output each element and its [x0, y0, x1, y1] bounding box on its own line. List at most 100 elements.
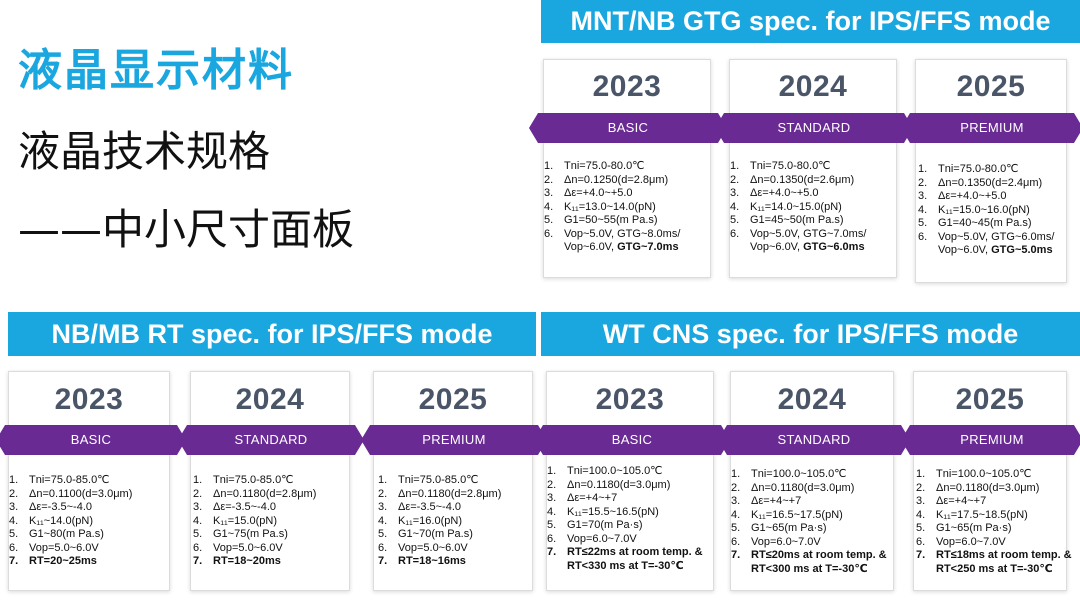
spec-item: 3. Δε=-3.5~-4.0	[9, 501, 93, 513]
tier-ribbon: STANDARD	[178, 425, 364, 455]
tier-ribbon: PREMIUM	[901, 425, 1080, 455]
spec-item: 1. Tni=100.0~105.0℃	[547, 465, 663, 477]
spec-item: 4. K₁₁=16.5~17.5(pN)	[731, 508, 843, 521]
spec-item: 6. Vop=5.0~6.0V	[193, 541, 283, 554]
spec-item: 7. RT≤20ms at room temp. &	[731, 549, 887, 561]
spec-list: 1. Tni=75.0-80.0℃ 2. Δn=0.1350(d=2.6μm) 3.…	[730, 160, 866, 255]
page-subtitle-2: ——中小尺寸面板	[18, 205, 355, 254]
spec-panel-mnt-2025: 2025 PREMIUM 1. Tni=75.0-80.0℃ 2. Δn=0.135…	[901, 59, 1080, 283]
spec-panel-nb-2024: 2024 STANDARD 1. Tni=75.0-85.0℃ 2. Δn=0.11…	[178, 371, 364, 591]
spec-item: 6. Vop=6.0~7.0V	[731, 535, 821, 548]
spec-item-continued: Vop~6.0V, GTG~6.0ms	[750, 241, 865, 253]
spec-list: 1. Tni=75.0-85.0℃ 2. Δn=0.1100(d=3.0μm) 3.…	[9, 474, 132, 569]
section-title-wt: WT CNS spec. for IPS/FFS mode	[602, 319, 1019, 349]
spec-item: 5. G1~65(m Pa·s)	[916, 522, 1012, 534]
spec-item: 1. Tni=75.0-85.0℃	[193, 474, 294, 486]
spec-item: 4. K₁₁=14.0~15.0(pN)	[730, 200, 842, 213]
spec-item: 4. K₁₁=15.0~16.0(pN)	[918, 203, 1030, 216]
spec-item: 6. Vop=6.0~7.0V	[547, 532, 637, 545]
spec-item: 4. K₁₁=16.0(pN)	[378, 514, 462, 527]
spec-list: 1. Tni=100.0~105.0℃ 2. Δn=0.1180(d=3.0μm) …	[731, 468, 887, 576]
spec-item: 6. Vop~5.0V, GTG~6.0ms/	[918, 230, 1055, 243]
year-label: 2024	[235, 383, 305, 416]
spec-list: 1. Tni=75.0-80.0℃ 2. Δn=0.1350(d=2.4μm) 3.…	[918, 163, 1054, 258]
spec-item-continued: Vop~6.0V, GTG~7.0ms	[564, 241, 679, 253]
tier-ribbon: PREMIUM	[901, 113, 1080, 143]
spec-item: 2. Δn=0.1180(d=3.0μm)	[731, 481, 855, 494]
spec-panel-wt-2024: 2024 STANDARD 1. Tni=100.0~105.0℃ 2. Δn=0.…	[718, 371, 910, 591]
spec-panel-nb-2023: 2023 BASIC 1. Tni=75.0-85.0℃ 2. Δn=0.1100(…	[0, 371, 186, 591]
spec-list: 1. Tni=75.0-80.0℃ 2. Δn=0.1250(d=2.8μm) 3.…	[544, 160, 680, 255]
tier-ribbon: BASIC	[534, 425, 730, 455]
spec-item: 7. RT=20~25ms	[9, 555, 97, 567]
spec-item: 6. Vop=5.0~6.0V	[378, 541, 468, 554]
spec-item: 2. Δn=0.1180(d=2.8μm)	[193, 487, 317, 500]
year-label: 2023	[592, 70, 662, 103]
spec-item: 2. Δn=0.1350(d=2.4μm)	[918, 176, 1043, 189]
spec-item-continued: RT<250 ms at T=-30℃	[936, 562, 1053, 575]
spec-item: 4. K₁₁~14.0(pN)	[9, 514, 93, 527]
section-banner-mnt: MNT/NB GTG spec. for IPS/FFS mode	[541, 0, 1080, 43]
section-title-nb: NB/MB RT spec. for IPS/FFS mode	[51, 319, 493, 349]
spec-item: 5. G1=45~50(m Pa.s)	[730, 214, 844, 226]
year-label: 2025	[955, 383, 1025, 416]
spec-item: 4. K₁₁=15.5~16.5(pN)	[547, 505, 659, 518]
spec-item: 7. RT≤18ms at room temp. &	[916, 549, 1072, 561]
spec-panel-mnt-2023: 2023 BASIC 1. Tni=75.0-80.0℃ 2. Δn=0.1250(…	[529, 59, 727, 278]
spec-item: 3. Δε=+4~+7	[547, 492, 618, 504]
spec-item: 4. K₁₁=17.5~18.5(pN)	[916, 508, 1028, 521]
spec-item: 1. Tni=100.0~105.0℃	[916, 468, 1032, 480]
spec-item: 7. RT≤22ms at room temp. &	[547, 546, 703, 558]
spec-item: 5. G1~75(m Pa.s)	[193, 528, 288, 540]
spec-item: 3. Δε=+4~+7	[916, 495, 987, 507]
spec-list: 1. Tni=75.0-85.0℃ 2. Δn=0.1180(d=2.8μm) 3.…	[193, 474, 316, 569]
spec-item: 2. Δn=0.1180(d=3.0μm)	[916, 481, 1040, 494]
spec-item: 5. G1~70(m Pa.s)	[378, 528, 473, 540]
page-subtitle: 液晶技术规格	[18, 127, 271, 176]
spec-item: 5. G1~80(m Pa.s)	[9, 528, 104, 540]
spec-item: 3. Δε=-3.5~-4.0	[193, 501, 277, 513]
spec-item: 4. K₁₁=15.0(pN)	[193, 514, 277, 527]
spec-item: 5. G1=40~45(m Pa.s)	[918, 217, 1032, 229]
spec-item: 5. G1=70(m Pa·s)	[547, 519, 643, 531]
spec-item: 5. G1~65(m Pa·s)	[731, 522, 827, 534]
spec-item: 2. Δn=0.1350(d=2.6μm)	[730, 173, 855, 186]
spec-list: 1. Tni=100.0~105.0℃ 2. Δn=0.1180(d=3.0μm) …	[547, 465, 703, 573]
spec-list: 1. Tni=100.0~105.0℃ 2. Δn=0.1180(d=3.0μm) …	[916, 468, 1072, 576]
tier-ribbon: STANDARD	[718, 425, 910, 455]
spec-item: 4. K₁₁=13.0~14.0(pN)	[544, 200, 656, 213]
spec-item-continued: RT<300 ms at T=-30℃	[751, 562, 868, 575]
tier-ribbon: BASIC	[529, 113, 727, 143]
spec-panel-mnt-2024: 2024 STANDARD 1. Tni=75.0-80.0℃ 2. Δn=0.13…	[715, 59, 913, 278]
spec-item: 2. Δn=0.1180(d=3.0μm)	[547, 478, 671, 491]
spec-item: 1. Tni=75.0-85.0℃	[378, 474, 479, 486]
section-title-mnt: MNT/NB GTG spec. for IPS/FFS mode	[570, 6, 1051, 36]
spec-item-continued: Vop~6.0V, GTG~5.0ms	[938, 244, 1053, 256]
spec-item: 3. Δε=-3.5~-4.0	[378, 501, 462, 513]
year-label: 2025	[418, 383, 488, 416]
spec-item: 1. Tni=75.0-85.0℃	[9, 474, 110, 486]
tier-ribbon: STANDARD	[715, 113, 913, 143]
spec-item: 2. Δn=0.1100(d=3.0μm)	[9, 487, 133, 500]
spec-item: 6. Vop~5.0V, GTG~7.0ms/	[730, 227, 867, 240]
spec-item: 7. RT=18~20ms	[193, 555, 281, 567]
section-banner-wt: WT CNS spec. for IPS/FFS mode	[541, 312, 1080, 356]
spec-item: 1. Tni=75.0-80.0℃	[918, 163, 1019, 175]
spec-item: 7. RT=18~16ms	[378, 555, 466, 567]
spec-item: 3. Δε=+4.0~+5.0	[544, 187, 633, 199]
page-title: 液晶显示材料	[18, 45, 294, 96]
spec-panel-wt-2023: 2023 BASIC 1. Tni=100.0~105.0℃ 2. Δn=0.118…	[534, 371, 730, 591]
year-label: 2024	[777, 383, 847, 416]
spec-item: 2. Δn=0.1180(d=2.8μm)	[378, 487, 502, 500]
spec-panel-nb-2025: 2025 PREMIUM 1. Tni=75.0-85.0℃ 2. Δn=0.118…	[361, 371, 547, 591]
year-label: 2025	[956, 70, 1026, 103]
year-label: 2023	[54, 383, 124, 416]
tier-ribbon: PREMIUM	[361, 425, 547, 455]
tier-ribbon: BASIC	[0, 425, 186, 455]
spec-item: 1. Tni=75.0-80.0℃	[544, 160, 645, 172]
spec-item: 3. Δε=+4~+7	[731, 495, 802, 507]
spec-item: 3. Δε=+4.0~+5.0	[918, 190, 1007, 202]
section-banner-nb: NB/MB RT spec. for IPS/FFS mode	[8, 312, 536, 356]
year-label: 2023	[595, 383, 665, 416]
spec-item: 2. Δn=0.1250(d=2.8μm)	[544, 173, 669, 186]
